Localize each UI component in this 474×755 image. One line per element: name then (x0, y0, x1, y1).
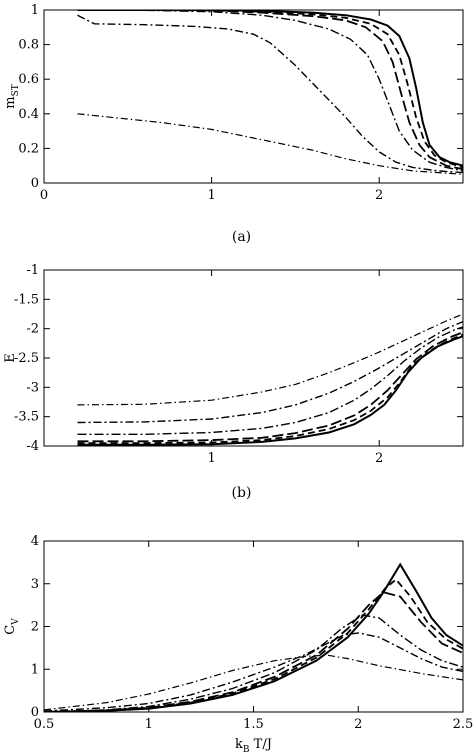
y-tick-label-a: 0.4 (18, 107, 39, 122)
y-tick-label-a: 0.6 (18, 72, 39, 87)
x-tick-label-b: 1 (207, 451, 215, 466)
x-tick-label-c: 0.5 (34, 717, 55, 732)
panel-caption-b: (b) (232, 485, 252, 501)
series-line-b-6 (77, 313, 463, 406)
y-tick-label-c: 4 (31, 534, 39, 549)
panel-b: 1 2 -4 -3.5 -3 -2.5 -2 -1.5 -1 E (b) (3, 263, 464, 501)
series-line-c-6 (44, 654, 463, 711)
series-line-a-6 (77, 113, 463, 175)
plot-frame-a (43, 9, 464, 184)
series-line-c-2 (44, 578, 463, 712)
series-line-b-4 (77, 326, 463, 435)
y-tick-label-c: 2 (31, 620, 39, 635)
series-line-b-3 (77, 331, 463, 443)
series-line-a-1 (77, 10, 463, 167)
y-axis-label-b: E (3, 353, 18, 363)
x-tick-label-a: 1 (207, 188, 215, 203)
x-tick-label-c: 2 (354, 717, 362, 732)
series-line-a-2 (77, 10, 463, 169)
series-line-c-1 (44, 562, 463, 712)
series-line-c-5 (44, 632, 463, 712)
x-tick-label-a: 2 (375, 188, 383, 203)
y-tick-label-b: -2 (26, 322, 39, 337)
series-line-b-5 (77, 320, 463, 424)
y-tick-label-a: 0 (31, 176, 39, 191)
y-tick-label-a: 1 (31, 3, 39, 18)
y-tick-label-b: -3 (26, 380, 39, 395)
y-axis-label-a: mST (3, 84, 21, 109)
y-tick-label-c: 0 (31, 705, 39, 720)
x-tick-label-a: 0 (40, 188, 48, 203)
plot-frame-b (43, 269, 464, 447)
x-axis-label-c: kB T/J (235, 737, 272, 755)
panel-c: 0.5 1 1.5 2 2.5 0 1 2 3 4 CV kB T/J (3, 534, 473, 755)
x-tick-label-c: 1 (145, 717, 153, 732)
x-tick-label-c: 1.5 (243, 717, 264, 732)
y-tick-label-b: -3.5 (14, 410, 39, 425)
y-tick-label-a: 0.8 (18, 38, 39, 53)
y-tick-label-c: 1 (31, 662, 39, 677)
y-tick-label-a: 0.2 (18, 141, 39, 156)
y-tick-label-b: -1 (26, 263, 39, 278)
series-line-a-4 (77, 10, 463, 172)
y-tick-label-b: -2.5 (14, 351, 39, 366)
y-tick-label-c: 3 (31, 577, 39, 592)
y-axis-label-c: CV (3, 618, 21, 635)
series-line-c-3 (44, 591, 463, 712)
series-line-a-3 (77, 10, 463, 171)
x-tick-label-c: 2.5 (453, 717, 474, 732)
series-line-a-5 (77, 14, 463, 174)
y-tick-label-b: -4 (26, 439, 39, 454)
panel-a: 0 1 2 0 0.2 0.4 0.6 0.8 1 mST (a) (3, 3, 464, 245)
x-tick-label-b: 2 (375, 451, 383, 466)
y-tick-label-b: -1.5 (14, 292, 39, 307)
series-line-b-2 (77, 333, 463, 444)
panel-caption-a: (a) (232, 229, 251, 245)
series-line-c-4 (44, 614, 463, 712)
